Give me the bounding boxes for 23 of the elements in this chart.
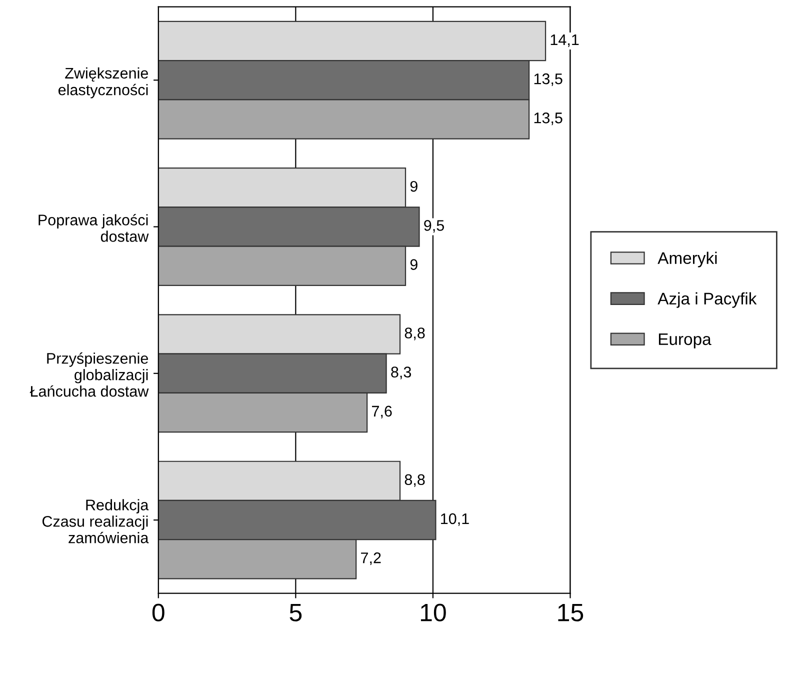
data-label: 7,2 [361,552,381,566]
y-tick-label: Redukcja Czasu realizacji zamówienia [42,499,149,544]
data-label: 9,5 [424,220,444,233]
data-label: 8,8 [404,328,425,340]
x-tick-label: 0 [152,604,164,622]
x-tick-label: 15 [558,604,584,622]
data-label: 13,5 [534,112,562,126]
data-label: 14,1 [550,34,579,47]
y-tick-label: Poprawa jakości dostaw [38,214,149,242]
data-label: 9 [410,180,418,192]
legend-label: Europa [658,333,712,348]
y-tick-label: Zwiększenie elastyczności [58,67,148,98]
legend-label: Ameryki [658,252,717,268]
data-label: 10,1 [441,513,469,526]
data-label: 13,5 [534,73,562,86]
data-label: 7,6 [372,406,392,418]
x-tick-label: 10 [420,604,446,622]
data-label: 8,8 [404,474,425,487]
y-tick-label: Przyśpieszenie globalizacji Łańcucha dostaw [30,352,149,397]
data-label: 9 [410,259,418,270]
data-label: 8,3 [391,366,412,380]
legend-label: Azja i Pacyfik [658,292,757,308]
x-tick-label: 5 [290,604,302,622]
